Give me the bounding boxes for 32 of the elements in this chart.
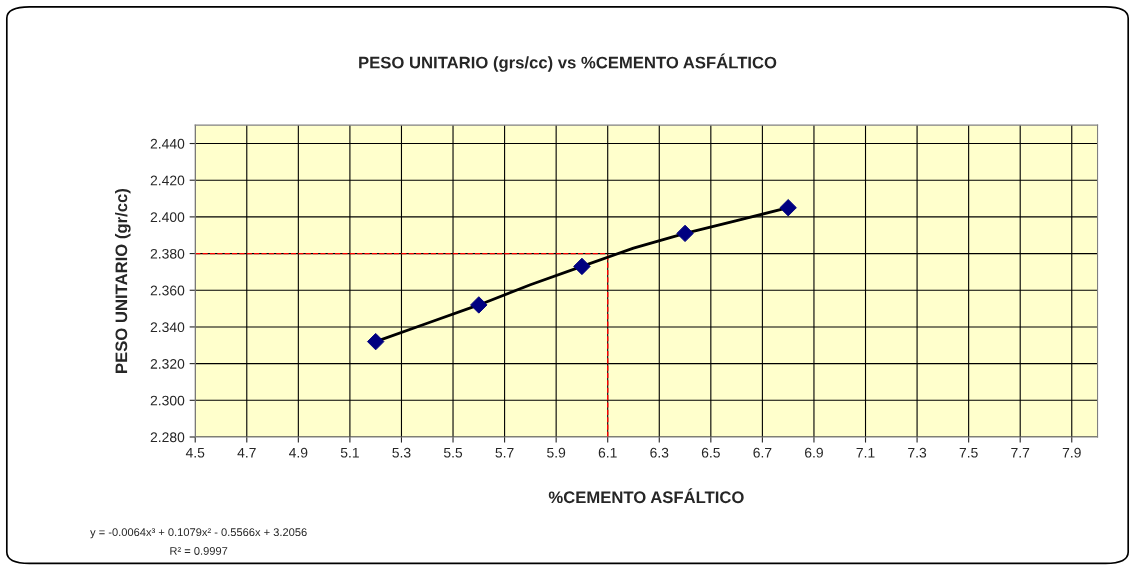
text: y = -0.0064x³ + 0.1079x² - 0.5566x + 3.2056 (90, 528, 307, 539)
y-tick-label: 2.360 (150, 285, 185, 296)
y-tick-label: 2.420 (150, 175, 185, 186)
x-tick-label: 6.1 (598, 447, 617, 458)
x-tick-label: 5.5 (443, 447, 463, 458)
chart-title: PESO UNITARIO (grs/cc) vs %CEMENTO ASFÁLTICO (359, 53, 777, 72)
y-tick-label: 2.440 (150, 138, 185, 149)
x-tick-label: 6.9 (805, 447, 823, 458)
y-tick-label: 2.300 (150, 395, 185, 406)
y-tick-label: 2.340 (150, 322, 185, 333)
y-axis-title: PESO UNITARIO (gr/cc) (115, 189, 131, 373)
text: R² = 0.9997 (170, 547, 228, 555)
y-tick-label: 2.320 (150, 358, 185, 369)
x-tick-label: 5.9 (547, 447, 566, 458)
x-tick-label: 4.5 (185, 447, 205, 458)
y-tick-label: 2.380 (150, 248, 185, 259)
x-tick-label: 6.5 (701, 447, 720, 458)
x-tick-label: 4.9 (289, 447, 308, 458)
y-tick-label: 2.400 (150, 212, 185, 223)
x-tick-label: 7.9 (1062, 447, 1081, 458)
x-tick-label: 7.3 (908, 447, 927, 458)
x-tick-label: 7.7 (1011, 447, 1030, 458)
x-tick-label: 7.5 (959, 447, 978, 458)
x-tick-label: 5.1 (340, 447, 359, 458)
x-tick-label: 5.3 (392, 447, 411, 458)
x-tick-label: 4.7 (237, 447, 256, 458)
x-tick-label: 6.7 (753, 447, 772, 458)
x-tick-label: 7.1 (856, 447, 875, 458)
y-tick-label: 2.280 (150, 432, 185, 443)
x-tick-label: 6.3 (650, 447, 669, 458)
x-tick-label: 5.7 (495, 447, 514, 458)
x-axis-title: %CEMENTO ASFÁLTICO (548, 488, 744, 504)
